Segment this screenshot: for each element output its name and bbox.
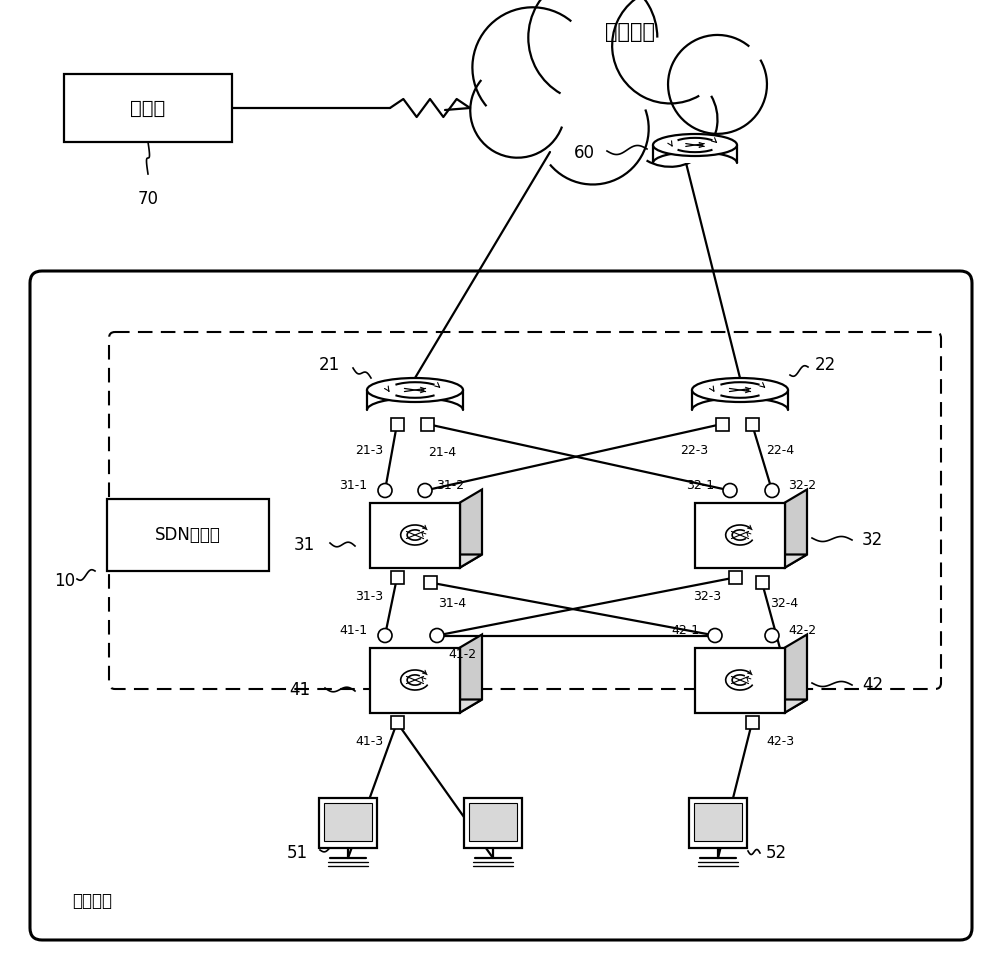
Circle shape: [708, 629, 722, 642]
Ellipse shape: [653, 134, 737, 156]
FancyBboxPatch shape: [30, 271, 972, 940]
Bar: [424, 576, 436, 589]
Circle shape: [378, 629, 392, 642]
Text: 41: 41: [289, 681, 310, 699]
Polygon shape: [695, 503, 785, 568]
Text: 31: 31: [294, 536, 315, 554]
Ellipse shape: [636, 43, 748, 105]
Text: 边缘网络: 边缘网络: [72, 892, 112, 910]
Text: 42: 42: [862, 676, 883, 694]
Bar: [756, 576, 768, 589]
Polygon shape: [460, 635, 482, 712]
Text: 32-3: 32-3: [693, 589, 721, 603]
Polygon shape: [460, 490, 482, 568]
Text: 21: 21: [319, 356, 340, 374]
Bar: [319, 798, 377, 848]
Text: 22-4: 22-4: [766, 444, 794, 457]
Bar: [390, 716, 404, 729]
Text: 31-3: 31-3: [355, 589, 383, 603]
Text: 核心网络: 核心网络: [605, 22, 655, 42]
Text: 42-2: 42-2: [788, 624, 816, 637]
Text: 21-4: 21-4: [428, 446, 456, 459]
Circle shape: [418, 483, 432, 498]
Text: 52: 52: [766, 844, 787, 862]
Text: 32-2: 32-2: [788, 479, 816, 492]
Text: 41-1: 41-1: [339, 624, 367, 637]
Polygon shape: [785, 635, 807, 712]
Text: 31-1: 31-1: [339, 479, 367, 492]
Text: 组播源: 组播源: [130, 98, 166, 118]
Text: 10: 10: [54, 572, 76, 590]
Ellipse shape: [535, 86, 685, 140]
Text: 41-3: 41-3: [355, 735, 383, 747]
Polygon shape: [695, 700, 807, 712]
Circle shape: [378, 483, 392, 498]
Bar: [324, 803, 372, 841]
Bar: [746, 418, 759, 431]
Text: 42-3: 42-3: [766, 735, 794, 747]
Text: 51: 51: [287, 844, 308, 862]
Bar: [390, 571, 404, 584]
Polygon shape: [785, 490, 807, 568]
Bar: [420, 418, 434, 431]
Text: 70: 70: [138, 190, 158, 208]
Ellipse shape: [548, 8, 694, 83]
Text: 22-3: 22-3: [680, 444, 708, 457]
Polygon shape: [695, 647, 785, 712]
Text: 21-3: 21-3: [355, 444, 383, 457]
Circle shape: [765, 629, 779, 642]
Bar: [689, 798, 747, 848]
Text: 42-1: 42-1: [671, 624, 699, 637]
Bar: [107, 499, 269, 571]
Circle shape: [430, 629, 444, 642]
Text: 32-1: 32-1: [686, 479, 714, 492]
Polygon shape: [653, 145, 737, 163]
Bar: [464, 798, 522, 848]
Polygon shape: [370, 700, 482, 712]
Circle shape: [765, 483, 779, 498]
Polygon shape: [370, 554, 482, 568]
Polygon shape: [692, 390, 788, 410]
Circle shape: [723, 483, 737, 498]
Bar: [746, 716, 759, 729]
Text: 31-4: 31-4: [438, 597, 466, 609]
Text: 32: 32: [862, 531, 883, 549]
Polygon shape: [370, 647, 460, 712]
Bar: [390, 418, 404, 431]
Text: 31-2: 31-2: [436, 479, 464, 492]
Text: 41-2: 41-2: [448, 647, 476, 661]
Bar: [469, 803, 517, 841]
Bar: [728, 571, 742, 584]
Polygon shape: [370, 503, 460, 568]
Bar: [64, 74, 232, 142]
Polygon shape: [695, 554, 807, 568]
Ellipse shape: [367, 378, 463, 402]
Polygon shape: [367, 390, 463, 410]
Bar: [716, 418, 728, 431]
Bar: [694, 803, 742, 841]
Text: 22: 22: [815, 356, 836, 374]
Text: 60: 60: [574, 144, 595, 162]
Ellipse shape: [470, 38, 599, 105]
Text: SDN控制器: SDN控制器: [155, 526, 221, 544]
Ellipse shape: [692, 378, 788, 402]
Text: 32-4: 32-4: [770, 597, 798, 609]
